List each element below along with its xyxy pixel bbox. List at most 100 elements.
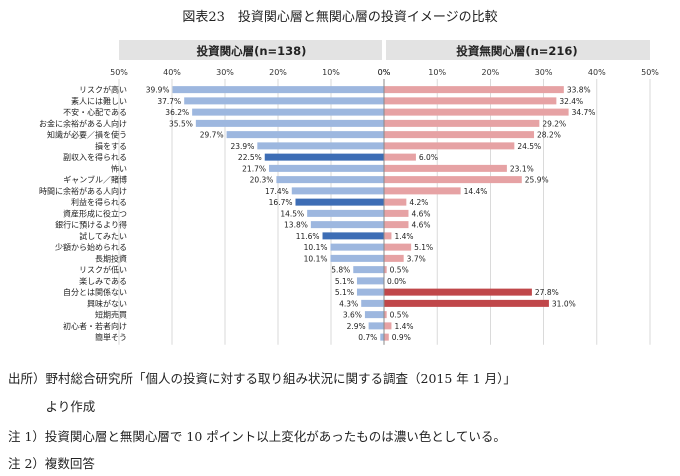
bar-uninterested <box>384 131 535 139</box>
category-label: お金に余裕がある人向け <box>39 118 127 128</box>
tick-label-left: 20% <box>269 68 287 77</box>
bar-interested <box>192 108 384 116</box>
data-label-interested: 4.3% <box>339 299 358 308</box>
bar-interested <box>364 311 384 319</box>
data-label-uninterested: 27.8% <box>535 288 559 297</box>
category-label: リスクが低い <box>79 265 127 275</box>
bar-uninterested <box>384 209 409 217</box>
data-label-interested: 5.8% <box>331 266 350 275</box>
tick-label-right: 0% <box>378 68 391 77</box>
bar-interested <box>264 153 384 161</box>
bar-interested <box>330 254 384 262</box>
data-label-interested: 5.1% <box>335 288 354 297</box>
data-label-uninterested: 31.0% <box>552 299 576 308</box>
bar-uninterested <box>384 333 389 341</box>
data-label-interested: 5.1% <box>335 277 354 286</box>
category-label: リスクが高い <box>79 85 127 95</box>
bar-interested <box>330 243 384 251</box>
bar-interested <box>172 86 384 94</box>
data-label-uninterested: 0.5% <box>390 266 409 275</box>
note-1: 注 1）投資関心層と無関心層で 10 ポイント以上変化があったものは濃い色として… <box>8 429 506 444</box>
data-label-interested: 2.9% <box>347 322 366 331</box>
data-label-interested: 35.5% <box>169 119 193 128</box>
left-panel-title: 投資関心層(n=138) <box>197 44 307 58</box>
category-label: 知識が必要／損を使う <box>47 130 127 140</box>
source-note-cont: より作成 <box>8 399 96 414</box>
data-label-interested: 14.5% <box>280 209 304 218</box>
data-label-interested: 36.2% <box>165 108 189 117</box>
bar-uninterested <box>384 221 409 229</box>
category-label: 時間に余裕がある人向け <box>39 186 127 196</box>
tick-label-right: 10% <box>428 68 446 77</box>
data-label-uninterested: 4.6% <box>411 209 430 218</box>
tick-label-left: 40% <box>163 68 181 77</box>
category-label: ギャンブル／賭博 <box>63 175 127 185</box>
bar-interested <box>368 322 384 330</box>
figure-title: 図表23 投資関心層と無関心層の投資イメージの比較 <box>182 10 498 25</box>
bar-interested <box>356 277 384 285</box>
bar-uninterested <box>384 288 532 296</box>
data-label-uninterested: 23.1% <box>510 164 534 173</box>
bar-uninterested <box>384 119 540 127</box>
category-label: 資産形成に役立つ <box>63 208 127 218</box>
bar-interested <box>195 119 384 127</box>
bar-uninterested <box>384 108 569 116</box>
category-label: 少額から始められる <box>55 242 127 252</box>
bar-interested <box>184 97 384 105</box>
data-label-interested: 0.7% <box>358 333 377 342</box>
category-label: 楽しみである <box>79 276 127 286</box>
bar-interested <box>353 266 384 274</box>
bar-interested <box>310 221 384 229</box>
category-label: 不安・心配である <box>63 107 127 117</box>
data-label-uninterested: 24.5% <box>517 142 541 151</box>
data-label-uninterested: 32.4% <box>559 97 583 106</box>
data-label-interested: 39.9% <box>146 86 170 95</box>
data-label-uninterested: 0.5% <box>390 311 409 320</box>
note-2: 注 2）複数回答 <box>8 456 95 471</box>
data-label-uninterested: 29.2% <box>542 119 566 128</box>
tick-label-right: 20% <box>482 68 500 77</box>
bar-uninterested <box>384 198 407 206</box>
data-label-uninterested: 4.2% <box>409 198 428 207</box>
data-label-uninterested: 3.7% <box>407 254 426 263</box>
category-label: 簡単そう <box>95 332 127 342</box>
right-panel-title: 投資無関心層(n=216) <box>456 44 577 58</box>
data-label-uninterested: 1.4% <box>394 322 413 331</box>
category-label: 初心者・若者向け <box>63 321 127 331</box>
tick-label-left: 50% <box>110 68 128 77</box>
bar-interested <box>322 232 384 240</box>
bar-interested <box>291 187 384 195</box>
bar-uninterested <box>384 153 416 161</box>
data-label-uninterested: 28.2% <box>537 131 561 140</box>
tick-label-left: 10% <box>322 68 340 77</box>
tick-label-right: 50% <box>641 68 659 77</box>
data-label-interested: 13.8% <box>284 221 308 230</box>
right-panel-header <box>386 40 650 60</box>
data-label-uninterested: 1.4% <box>394 232 413 241</box>
bar-interested <box>356 288 384 296</box>
bar-uninterested <box>384 176 522 184</box>
data-label-uninterested: 6.0% <box>419 153 438 162</box>
data-label-uninterested: 4.6% <box>411 221 430 230</box>
bar-uninterested <box>384 164 507 172</box>
category-label: 短期売買 <box>95 310 127 320</box>
data-label-interested: 10.1% <box>304 254 328 263</box>
data-label-interested: 16.7% <box>269 198 293 207</box>
tick-label-left: 30% <box>216 68 234 77</box>
data-label-interested: 29.7% <box>200 131 224 140</box>
data-label-uninterested: 34.7% <box>572 108 596 117</box>
bar-interested <box>226 131 384 139</box>
data-label-interested: 21.7% <box>242 164 266 173</box>
bar-uninterested <box>384 266 387 274</box>
bar-uninterested <box>384 232 392 240</box>
category-label: 銀行に預けるより得 <box>55 220 127 230</box>
bar-interested <box>380 333 384 341</box>
data-label-interested: 20.3% <box>250 176 274 185</box>
bar-interested <box>276 176 384 184</box>
tick-label-left: 0% <box>378 68 391 77</box>
data-label-uninterested: 0.0% <box>387 277 406 286</box>
bar-interested <box>257 142 384 150</box>
data-label-interested: 17.4% <box>265 187 289 196</box>
bar-uninterested <box>384 243 412 251</box>
bar-uninterested <box>384 187 461 195</box>
